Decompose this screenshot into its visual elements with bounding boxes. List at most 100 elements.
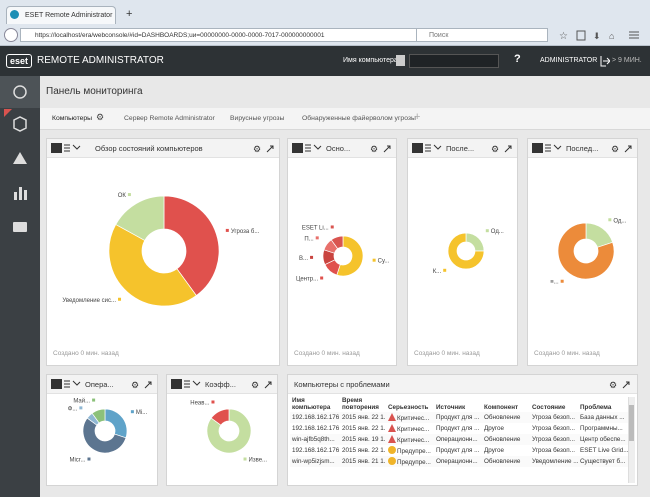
cell-text: Угроза безоп...	[532, 414, 575, 421]
slice-label: К...	[433, 269, 442, 275]
expand-icon[interactable]	[144, 381, 152, 389]
chart-view-icon[interactable]	[171, 379, 182, 389]
tab-gear[interactable]: ⚙	[96, 112, 105, 122]
cell-text: Операционн...	[436, 436, 478, 443]
widget-panel: ⚙ Осно... Создано 0 мин. назад Су... Центр..…	[287, 138, 397, 366]
donut-slice[interactable]	[210, 408, 230, 426]
table-row[interactable]: win-wp5izjsm... 2015 янв. 21 1... Предупре…	[290, 456, 628, 467]
cell-text: 2015 янв. 22 1...	[342, 414, 386, 421]
donut-slice[interactable]	[163, 195, 220, 296]
table-cell: 2015 янв. 22 1...	[340, 445, 386, 456]
table-view-icon[interactable]	[184, 380, 190, 388]
scope-dropdown[interactable]	[396, 55, 405, 66]
settings-icon[interactable]: ⚙	[131, 380, 139, 390]
expand-icon[interactable]	[622, 381, 630, 389]
widget-panel: ⚙ После... Создано 0 мин. назад Од... К...	[407, 138, 518, 366]
dashboard-tab[interactable]: Вирусные угрозы	[230, 115, 285, 122]
search-scope[interactable]: Имя компьютера	[343, 57, 398, 64]
legend-swatch	[320, 276, 324, 280]
user[interactable]: ADMINISTRATOR	[540, 57, 598, 64]
donut-slice[interactable]	[91, 408, 106, 424]
logout-icon[interactable]	[600, 55, 610, 67]
expand-icon[interactable]	[264, 381, 272, 389]
donut-slice[interactable]	[465, 232, 485, 252]
table-row[interactable]: 192.168.162.176 2015 янв. 22 1... Критичес…	[290, 423, 628, 434]
table-row[interactable]: 192.168.162.176 2015 янв. 22 1... Критичес…	[290, 412, 628, 423]
column-header[interactable]: Источник	[436, 404, 466, 411]
slice-label: Micr...	[69, 458, 85, 464]
legend-swatch	[372, 258, 376, 262]
settings-icon[interactable]: ⚙	[609, 380, 617, 390]
chart-view-icon[interactable]	[51, 143, 62, 153]
settings-icon[interactable]: ⚙	[370, 144, 378, 154]
donut-slice[interactable]	[104, 408, 128, 439]
filter-icon[interactable]	[192, 380, 201, 386]
donut-slice[interactable]	[447, 232, 485, 270]
filter-icon[interactable]	[433, 144, 442, 150]
chart-view-icon[interactable]	[532, 143, 543, 153]
address-bar[interactable]: https://localhost/era/webconsole/#id=DAS…	[20, 28, 420, 42]
expand-icon[interactable]	[383, 145, 391, 153]
table-view-icon[interactable]	[545, 144, 551, 152]
dashboard-tab[interactable]: Сервер Remote Administrator	[124, 115, 215, 122]
column-header[interactable]: Состояние	[532, 404, 566, 411]
filter-icon[interactable]	[72, 144, 81, 150]
header-search[interactable]	[409, 54, 499, 68]
chart-view-icon[interactable]	[412, 143, 423, 153]
panel-header: ⚙ Коэфф...	[167, 375, 277, 394]
table-cell: Другое	[482, 445, 530, 456]
donut-slice[interactable]	[115, 195, 165, 241]
table-cell: Угроза безоп...	[530, 423, 578, 434]
browser-tab[interactable]: ESET Remote Administrator	[6, 6, 116, 24]
legend-swatch	[225, 228, 229, 232]
table-cell: Обновление	[482, 456, 530, 467]
filter-icon[interactable]	[313, 144, 322, 150]
settings-icon[interactable]: ⚙	[251, 380, 259, 390]
donut-slice[interactable]	[108, 224, 197, 307]
table-view-icon[interactable]	[305, 144, 311, 152]
scroll-thumb[interactable]	[629, 405, 634, 441]
column-header[interactable]: Проблема	[580, 404, 612, 411]
help[interactable]: ?	[514, 53, 521, 65]
back-button[interactable]	[4, 28, 18, 42]
table-cell: База данных ...	[578, 412, 628, 423]
donut-slice[interactable]	[330, 235, 344, 250]
product-name: REMOTE ADMINISTRATOR	[37, 55, 164, 66]
settings-icon[interactable]: ⚙	[253, 144, 261, 154]
browser-toolbar: ☆ ⬇ ⌂	[559, 30, 639, 42]
table-cell: Критичес...	[386, 423, 434, 434]
settings-icon[interactable]: ⚙	[491, 144, 499, 154]
browser-search[interactable]: Поиск	[416, 28, 548, 42]
table-view-icon[interactable]	[425, 144, 431, 152]
new-tab[interactable]: +	[126, 8, 133, 20]
dashboard-tab[interactable]: Обнаруженные файерволом угрозы	[302, 115, 416, 122]
settings-icon[interactable]: ⚙	[611, 144, 619, 154]
slice-label: Угроза б...	[231, 229, 260, 235]
column-header[interactable]: Серьезность	[388, 404, 429, 411]
cell-text: Другое	[484, 425, 505, 432]
table-row[interactable]: 192.168.162.176 2015 янв. 22 1... Предупре…	[290, 445, 628, 456]
column-header[interactable]: Имя компьютера	[292, 397, 331, 411]
table-view-icon[interactable]	[64, 380, 70, 388]
table-view-icon[interactable]	[64, 144, 70, 152]
table-row[interactable]: win-ajfb5q8th... 2015 янв. 19 1... Критиче…	[290, 434, 628, 445]
logout-timer[interactable]: > 9 МИН.	[612, 57, 642, 64]
donut-slice[interactable]	[206, 408, 252, 454]
column-header[interactable]: Компонент	[484, 404, 519, 411]
chart-view-icon[interactable]	[292, 143, 303, 153]
donut-slice[interactable]	[336, 235, 364, 277]
donut-slice[interactable]	[82, 417, 127, 454]
filter-icon[interactable]	[72, 380, 81, 386]
add-tab[interactable]: +	[414, 111, 421, 123]
expand-icon[interactable]	[266, 145, 274, 153]
expand-icon[interactable]	[624, 145, 632, 153]
nav-dashboard[interactable]	[0, 76, 40, 108]
column-header[interactable]: Время повторения	[342, 397, 379, 411]
cell-text: win-wp5izjsm...	[292, 458, 335, 465]
donut-slice[interactable]	[557, 222, 615, 280]
chart-view-icon[interactable]	[51, 379, 62, 389]
expand-icon[interactable]	[504, 145, 512, 153]
filter-icon[interactable]	[553, 144, 562, 150]
table-cell: Продукт для ...	[434, 412, 482, 423]
dashboard-tab[interactable]: Компьютеры	[52, 115, 93, 122]
